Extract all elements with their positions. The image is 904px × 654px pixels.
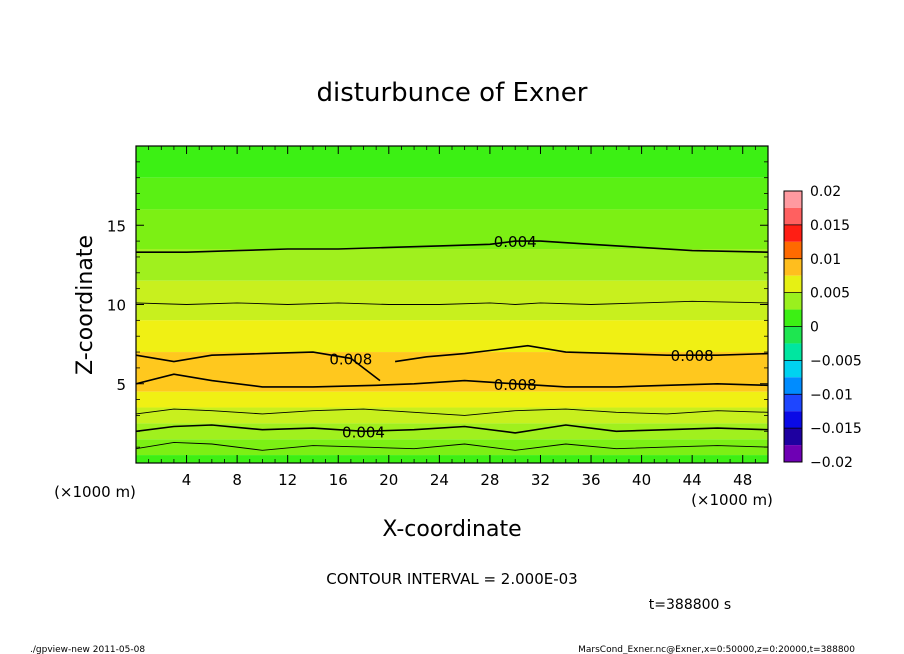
contour-lines <box>136 240 768 451</box>
time-label: t=388800 s <box>649 597 731 613</box>
contour-label-1: 0.008 <box>329 350 372 368</box>
colorbar-tick-label-6: −0.01 <box>810 387 853 403</box>
colorbar-ticks: 0.02 0.015 0.01 0.005 0 −0.005 −0.01 −0.015 −0.0… <box>784 184 862 471</box>
contour-line-1 <box>136 300 768 305</box>
x-axis-ticks: 4 8 12 16 20 24 28 32 36 40 44 48 <box>148 146 756 489</box>
contour-band-0 <box>136 146 768 178</box>
contour-line-6 <box>136 424 768 434</box>
x-tick-label-1: 8 <box>232 471 242 489</box>
filled-contour-bands <box>136 146 768 463</box>
colorbar-segment-10 <box>784 360 802 378</box>
colorbar-segment-3 <box>784 241 802 259</box>
contour-band-3 <box>136 249 768 281</box>
contour-line-2 <box>136 351 381 382</box>
contour-band-9 <box>136 423 768 440</box>
colorbar-tick-label-4: 0 <box>810 320 819 336</box>
chart-title: disturbunce of Exner <box>317 78 588 108</box>
colorbar-tick-label-5: −0.005 <box>810 353 862 369</box>
colorbar-tick-label-1: 0.015 <box>810 218 850 234</box>
colorbar-segment-13 <box>784 411 802 429</box>
contour-band-7 <box>136 391 768 408</box>
contour-interval-text: CONTOUR INTERVAL = 2.000E-03 <box>326 570 577 588</box>
contour-band-5 <box>136 320 768 353</box>
x-tick-label-6: 28 <box>480 471 499 489</box>
x-tick-label-2: 12 <box>278 471 297 489</box>
colorbar-segment-4 <box>784 258 802 276</box>
contour-line-5 <box>136 408 768 416</box>
contour-line-3 <box>394 344 768 363</box>
colorbar-segment-12 <box>784 394 802 412</box>
x-tick-label-11: 48 <box>733 471 752 489</box>
contour-line-0 <box>136 240 768 253</box>
x-tick-label-3: 16 <box>329 471 348 489</box>
x-tick-label-4: 20 <box>379 471 398 489</box>
colorbar-segment-11 <box>784 377 802 395</box>
contour-labels: 0.004 0.008 0.008 0.008 0.004 <box>329 233 714 441</box>
colorbar-tick-label-8: −0.02 <box>810 455 853 471</box>
colorbar-segment-0 <box>784 191 802 208</box>
colorbar-segment-6 <box>784 292 802 310</box>
footer-right-text: MarsCond_Exner.nc@Exner,x=0:50000,z=0:20… <box>578 645 855 654</box>
colorbar <box>783 190 803 463</box>
x-tick-label-10: 44 <box>683 471 702 489</box>
colorbar-tick-label-3: 0.005 <box>810 286 850 302</box>
colorbar-segment-5 <box>784 275 802 293</box>
y-tick-label-0: 5 <box>116 376 126 394</box>
contour-label-0: 0.004 <box>494 233 537 251</box>
y-tick-label-1: 10 <box>107 297 126 315</box>
contour-label-2: 0.008 <box>671 347 714 365</box>
colorbar-segment-7 <box>784 309 802 327</box>
colorbar-segment-1 <box>784 207 802 225</box>
contour-band-4 <box>136 280 768 321</box>
contour-line-7 <box>136 441 768 451</box>
colorbar-tick-label-7: −0.015 <box>810 421 862 437</box>
colorbar-segment-8 <box>784 326 802 344</box>
contour-label-4: 0.004 <box>342 423 385 441</box>
colorbar-segment-9 <box>784 343 802 361</box>
colorbar-segment-2 <box>784 224 802 242</box>
x-tick-label-7: 32 <box>531 471 550 489</box>
x-tick-label-9: 40 <box>632 471 651 489</box>
colorbar-tick-label-0: 0.02 <box>810 184 841 200</box>
x-tick-label-8: 36 <box>581 471 600 489</box>
x-tick-label-0: 4 <box>182 471 192 489</box>
y-tick-label-2: 15 <box>107 217 126 235</box>
contour-band-10 <box>136 439 768 456</box>
colorbar-tick-label-2: 0.01 <box>810 252 841 268</box>
x-tick-label-5: 24 <box>430 471 449 489</box>
contour-line-4 <box>136 373 768 388</box>
y-axis-label: Z-coordinate <box>73 235 98 375</box>
footer-left-text: ./gpview-new 2011-05-08 <box>30 645 145 654</box>
colorbar-segment-14 <box>784 428 802 446</box>
y-axis-ticks: 5 10 15 <box>107 161 768 448</box>
contour-band-8 <box>136 407 768 424</box>
x-unit-right: (×1000 m) <box>691 491 773 509</box>
contour-band-2 <box>136 209 768 250</box>
contour-label-3: 0.008 <box>494 376 537 394</box>
contour-band-1 <box>136 177 768 210</box>
colorbar-segment-15 <box>784 445 802 462</box>
x-axis-label: X-coordinate <box>382 517 521 542</box>
x-unit-left: (×1000 m) <box>54 483 136 501</box>
